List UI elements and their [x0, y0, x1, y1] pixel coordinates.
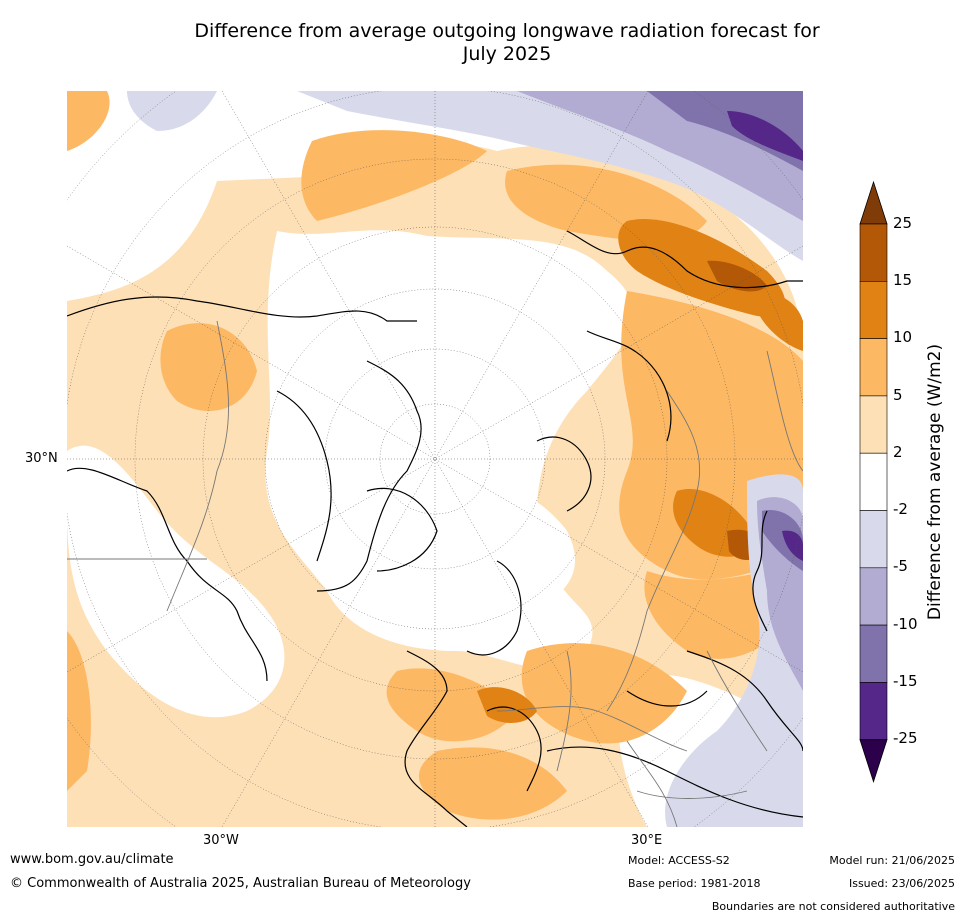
- model-text: Model: ACCESS-S2: [628, 854, 730, 867]
- title-line-2: July 2025: [462, 43, 552, 65]
- anomaly-fill-5-10: [67, 91, 803, 820]
- coastlines: [67, 230, 803, 827]
- colorbar-tick-label: 15: [893, 271, 913, 289]
- map-svg: [67, 91, 803, 827]
- anomaly-fill-10-15: [477, 219, 803, 723]
- anomaly-fill-negative: [127, 91, 803, 827]
- chart-title: Difference from average outgoing longwav…: [0, 20, 965, 66]
- colorbar: [850, 180, 965, 790]
- olr-anomaly-map: [67, 91, 803, 827]
- colorbar-tick-label: 25: [893, 214, 913, 232]
- colorbar-tick-label: -15: [893, 672, 918, 690]
- colorbar-extend-bottom: [859, 739, 888, 784]
- colorbar-extend-top: [859, 180, 888, 225]
- title-line-1: Difference from average outgoing longwav…: [194, 20, 820, 42]
- colorbar-band: [859, 510, 888, 569]
- model-run-text: Model run: 21/06/2025: [829, 854, 955, 867]
- longitude-label-30e: 30°E: [631, 833, 663, 848]
- colorbar-tick-label: -2: [893, 500, 908, 518]
- colorbar-title: Difference from average (W/m2): [925, 343, 945, 621]
- colorbar-band: [859, 223, 888, 282]
- longitude-label-30w: 30°W: [203, 833, 239, 848]
- colorbar-svg: [859, 180, 888, 784]
- colorbar-tick-label: -5: [893, 557, 908, 575]
- disclaimer-text: Boundaries are not considered authoritat…: [711, 900, 955, 913]
- issued-text: Issued: 23/06/2025: [848, 877, 955, 890]
- colorbar-band: [859, 281, 888, 339]
- colorbar-band: [859, 452, 888, 511]
- colorbar-tick-label: 5: [893, 386, 903, 404]
- colorbar-band: [859, 338, 888, 397]
- colorbar-band: [859, 567, 888, 626]
- colorbar-band: [859, 624, 888, 683]
- website-link[interactable]: www.bom.gov.au/climate: [10, 852, 174, 867]
- copyright-text: © Commonwealth of Australia 2025, Austra…: [10, 876, 471, 891]
- base-period-text: Base period: 1981-2018: [628, 877, 761, 890]
- country-borders: [67, 320, 803, 827]
- latitude-label-30n: 30°N: [25, 451, 58, 466]
- colorbar-tick-label: -10: [893, 615, 918, 633]
- colorbar-bands: [859, 180, 888, 784]
- graticule: [67, 91, 803, 827]
- colorbar-tick-label: 10: [893, 328, 913, 346]
- colorbar-tick-label: 2: [893, 443, 903, 461]
- colorbar-tick-label: -25: [893, 729, 918, 747]
- colorbar-band: [859, 682, 888, 740]
- colorbar-band: [859, 395, 888, 454]
